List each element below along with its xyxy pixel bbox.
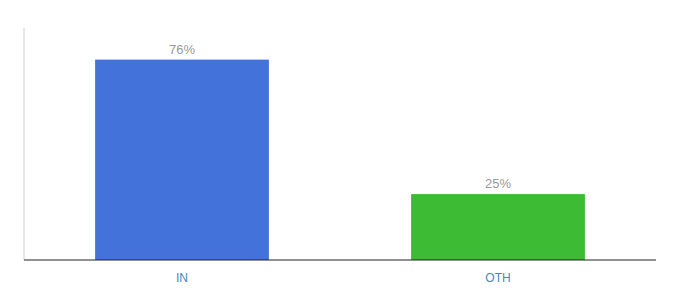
y-axis-line xyxy=(24,28,25,260)
chart-svg: 76% 25% IN OTH xyxy=(0,0,680,300)
bars xyxy=(95,60,585,260)
bar xyxy=(95,60,269,260)
bar xyxy=(411,194,585,260)
plot-area: 76% 25% IN OTH xyxy=(24,28,656,285)
data-label: 76% xyxy=(169,42,195,57)
x-axis-line xyxy=(24,260,656,261)
chart-container: 76% 25% IN OTH xyxy=(0,0,680,300)
x-tick-label: IN xyxy=(176,271,188,285)
x-tick-label: OTH xyxy=(485,271,510,285)
data-label: 25% xyxy=(485,176,511,191)
